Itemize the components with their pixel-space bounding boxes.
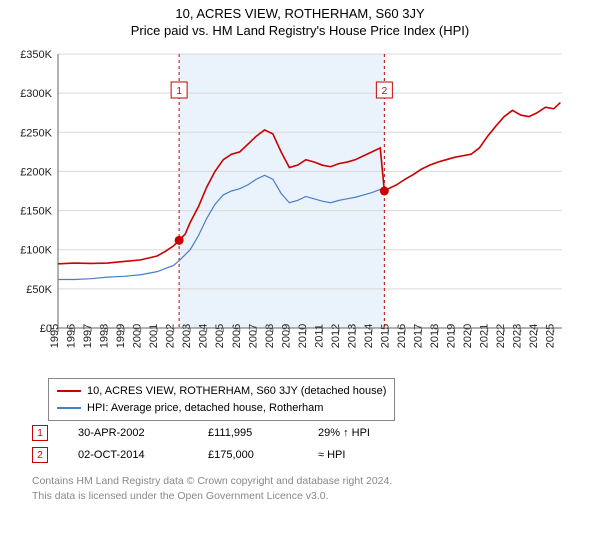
x-tick-label: 2017	[413, 324, 425, 348]
footer-line-1: Contains HM Land Registry data © Crown c…	[32, 474, 392, 489]
x-tick-label: 2004	[198, 324, 210, 348]
x-tick-label: 1998	[99, 324, 111, 348]
y-tick-label: £150K	[20, 206, 52, 218]
sale-row-marker: 1	[32, 425, 48, 441]
ownership-band	[179, 54, 384, 328]
sale-row: 2 02-OCT-2014 £175,000 ≈ HPI	[32, 444, 370, 466]
x-tick-label: 2013	[346, 324, 358, 348]
x-tick-label: 2009	[280, 324, 292, 348]
chart-container: 10, ACRES VIEW, ROTHERHAM, S60 3JY Price…	[0, 0, 600, 560]
attribution-footer: Contains HM Land Registry data © Crown c…	[32, 474, 392, 503]
legend-label: HPI: Average price, detached house, Roth…	[87, 400, 323, 417]
x-tick-label: 2005	[214, 324, 226, 348]
legend-row: HPI: Average price, detached house, Roth…	[57, 400, 386, 417]
sale-marker-number: 2	[382, 86, 388, 97]
x-tick-label: 1999	[115, 324, 127, 348]
y-tick-label: £350K	[20, 49, 52, 61]
x-tick-label: 2024	[528, 324, 540, 348]
price-chart: £0£50K£100K£150K£200K£250K£300K£350K1995…	[12, 44, 572, 374]
x-tick-label: 2022	[495, 324, 507, 348]
legend-swatch	[57, 407, 81, 409]
x-tick-label: 2010	[297, 324, 309, 348]
x-tick-label: 2019	[446, 324, 458, 348]
sale-price: £175,000	[208, 449, 288, 461]
x-tick-label: 2018	[429, 324, 441, 348]
sale-date: 02-OCT-2014	[78, 449, 178, 461]
legend-label: 10, ACRES VIEW, ROTHERHAM, S60 3JY (deta…	[87, 383, 386, 400]
legend: 10, ACRES VIEW, ROTHERHAM, S60 3JY (deta…	[48, 378, 395, 421]
y-tick-label: £50K	[26, 284, 52, 296]
sale-price: £111,995	[208, 427, 288, 439]
x-tick-label: 2012	[330, 324, 342, 348]
x-tick-label: 1996	[66, 324, 78, 348]
x-tick-label: 2008	[264, 324, 276, 348]
legend-row: 10, ACRES VIEW, ROTHERHAM, S60 3JY (deta…	[57, 383, 386, 400]
footer-line-2: This data is licensed under the Open Gov…	[32, 489, 392, 504]
x-tick-label: 2023	[512, 324, 524, 348]
x-tick-label: 2007	[247, 324, 259, 348]
sales-table: 1 30-APR-2002 £111,995 29% ↑ HPI 2 02-OCT-201…	[32, 422, 370, 466]
sale-delta: ≈ HPI	[318, 449, 345, 461]
x-tick-label: 2016	[396, 324, 408, 348]
x-tick-label: 2015	[379, 324, 391, 348]
y-tick-label: £300K	[20, 88, 52, 100]
legend-swatch	[57, 390, 81, 392]
x-tick-label: 1997	[82, 324, 94, 348]
chart-subtitle: Price paid vs. HM Land Registry's House …	[0, 21, 600, 38]
x-tick-label: 2003	[181, 324, 193, 348]
x-tick-label: 2000	[132, 324, 144, 348]
chart-title: 10, ACRES VIEW, ROTHERHAM, S60 3JY	[0, 0, 600, 21]
sale-row-marker: 2	[32, 447, 48, 463]
sale-marker-number: 1	[176, 86, 182, 97]
x-tick-label: 2006	[231, 324, 243, 348]
x-tick-label: 2002	[165, 324, 177, 348]
sale-row: 1 30-APR-2002 £111,995 29% ↑ HPI	[32, 422, 370, 444]
x-tick-label: 2020	[462, 324, 474, 348]
sale-date: 30-APR-2002	[78, 427, 178, 439]
sale-delta: 29% ↑ HPI	[318, 427, 370, 439]
y-tick-label: £100K	[20, 245, 52, 257]
x-tick-label: 2025	[545, 324, 557, 348]
sale-marker-dot	[380, 187, 389, 196]
y-tick-label: £200K	[20, 166, 52, 178]
sale-marker-dot	[175, 236, 184, 245]
x-tick-label: 2021	[479, 324, 491, 348]
y-tick-label: £250K	[20, 127, 52, 139]
x-tick-label: 2001	[148, 324, 160, 348]
x-tick-label: 2014	[363, 324, 375, 348]
x-tick-label: 1995	[49, 324, 61, 348]
